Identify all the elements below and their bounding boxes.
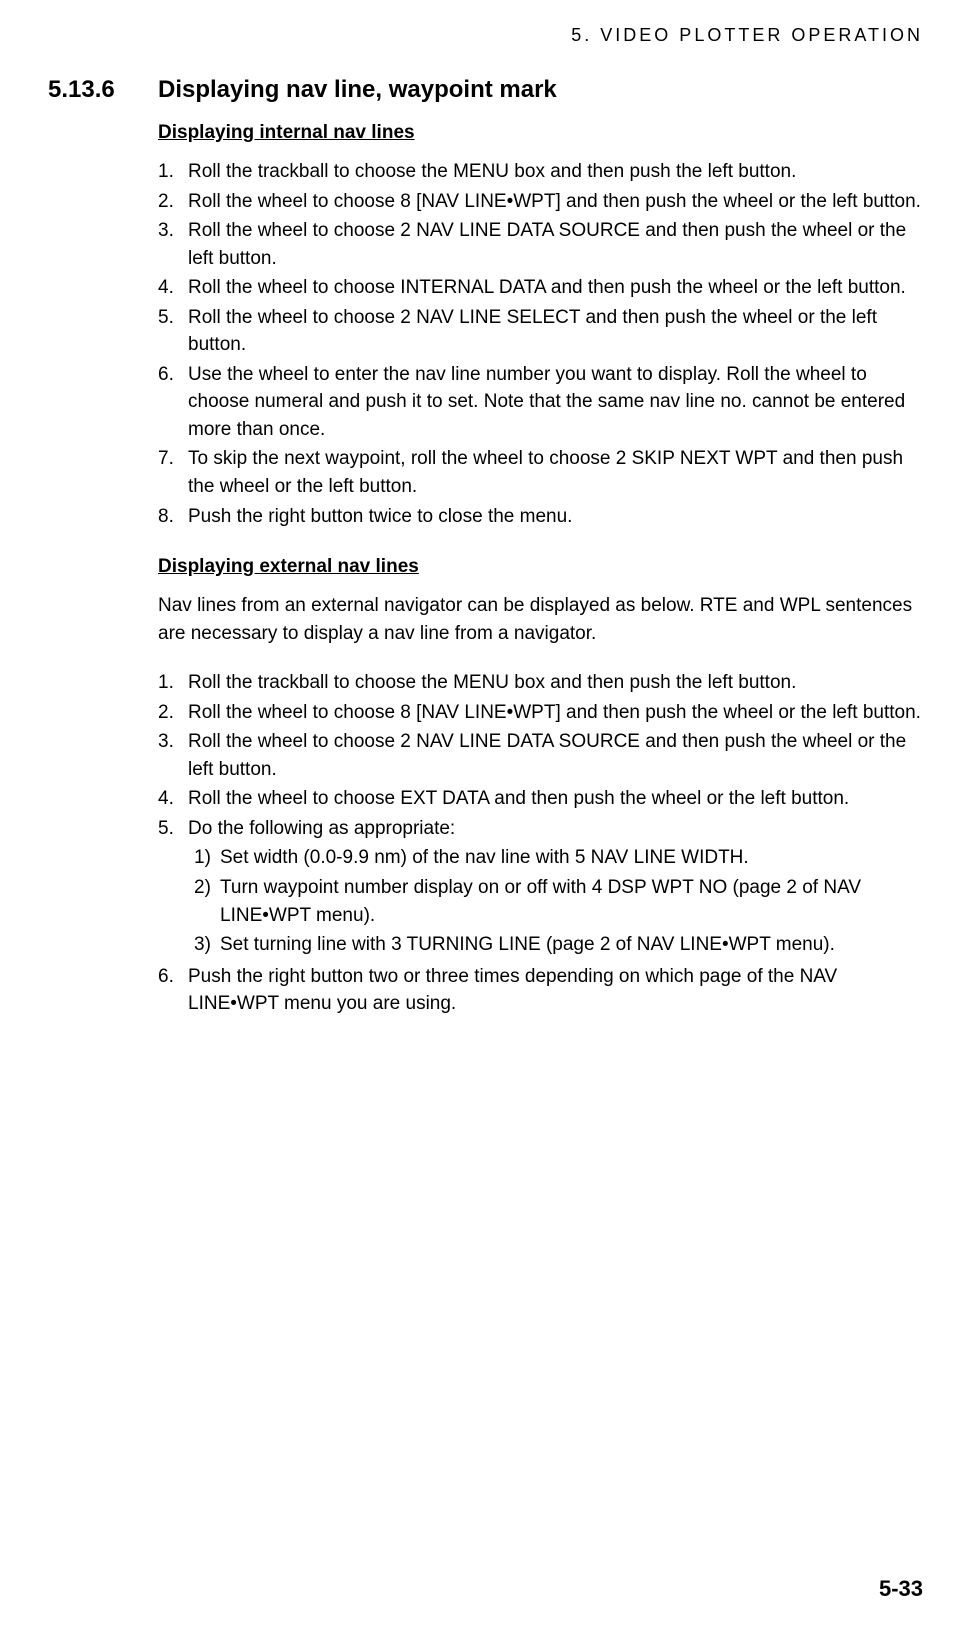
subheading-internal: Displaying internal nav lines bbox=[158, 122, 923, 144]
running-header: 5. VIDEO PLOTTER OPERATION bbox=[48, 25, 923, 46]
step-text: Roll the wheel to choose EXT DATA and th… bbox=[188, 785, 923, 813]
list-item: 4.Roll the wheel to choose INTERNAL DATA… bbox=[158, 274, 923, 302]
sub-list-item: 2)Turn waypoint number display on or off… bbox=[194, 874, 923, 929]
step-number: 4. bbox=[158, 274, 188, 302]
step-number: 5. bbox=[158, 304, 188, 359]
substep-text: Set turning line with 3 TURNING LINE (pa… bbox=[220, 931, 923, 959]
section-title: Displaying nav line, waypoint mark bbox=[158, 76, 557, 104]
section-number: 5.13.6 bbox=[48, 76, 158, 104]
substep-list: 1)Set width (0.0-9.9 nm) of the nav line… bbox=[194, 844, 923, 958]
list-item: 8.Push the right button twice to close t… bbox=[158, 503, 923, 531]
step-text: Push the right button two or three times… bbox=[188, 963, 923, 1018]
substep-text: Set width (0.0-9.9 nm) of the nav line w… bbox=[220, 844, 923, 872]
step-number: 6. bbox=[158, 963, 188, 1018]
step-number: 1. bbox=[158, 158, 188, 186]
list-item: 6.Push the right button two or three tim… bbox=[158, 963, 923, 1018]
step-number: 2. bbox=[158, 188, 188, 216]
step-text: Roll the wheel to choose INTERNAL DATA a… bbox=[188, 274, 923, 302]
substep-number: 2) bbox=[194, 874, 220, 929]
sub-list-item: 3)Set turning line with 3 TURNING LINE (… bbox=[194, 931, 923, 959]
page-number: 5-33 bbox=[879, 1576, 923, 1602]
step-number: 5. bbox=[158, 815, 188, 961]
substep-text: Turn waypoint number display on or off w… bbox=[220, 874, 923, 929]
step-number: 3. bbox=[158, 728, 188, 783]
step-text: Push the right button twice to close the… bbox=[188, 503, 923, 531]
list-item: 5. Do the following as appropriate: 1)Se… bbox=[158, 815, 923, 961]
step-number: 7. bbox=[158, 445, 188, 500]
step-number: 3. bbox=[158, 217, 188, 272]
list-item: 2.Roll the wheel to choose 8 [NAV LINE•W… bbox=[158, 699, 923, 727]
intro-paragraph: Nav lines from an external navigator can… bbox=[158, 592, 923, 647]
step-text: Roll the wheel to choose 8 [NAV LINE•WPT… bbox=[188, 188, 923, 216]
step-number: 2. bbox=[158, 699, 188, 727]
sub-list-item: 1)Set width (0.0-9.9 nm) of the nav line… bbox=[194, 844, 923, 872]
external-steps-list: 1.Roll the trackball to choose the MENU … bbox=[158, 669, 923, 1018]
list-item: 4.Roll the wheel to choose EXT DATA and … bbox=[158, 785, 923, 813]
step-text: Roll the wheel to choose 8 [NAV LINE•WPT… bbox=[188, 699, 923, 727]
step-text: Use the wheel to enter the nav line numb… bbox=[188, 361, 923, 444]
page: 5. VIDEO PLOTTER OPERATION 5.13.6 Displa… bbox=[0, 0, 971, 1632]
step-text: Roll the trackball to choose the MENU bo… bbox=[188, 158, 923, 186]
step-number: 6. bbox=[158, 361, 188, 444]
step-text-inner: Do the following as appropriate: bbox=[188, 818, 455, 839]
step-text: Do the following as appropriate: 1)Set w… bbox=[188, 815, 923, 961]
step-number: 4. bbox=[158, 785, 188, 813]
step-text: Roll the wheel to choose 2 NAV LINE SELE… bbox=[188, 304, 923, 359]
list-item: 7.To skip the next waypoint, roll the wh… bbox=[158, 445, 923, 500]
list-item: 3.Roll the wheel to choose 2 NAV LINE DA… bbox=[158, 728, 923, 783]
list-item: 3.Roll the wheel to choose 2 NAV LINE DA… bbox=[158, 217, 923, 272]
list-item: 6.Use the wheel to enter the nav line nu… bbox=[158, 361, 923, 444]
step-number: 1. bbox=[158, 669, 188, 697]
subheading-external: Displaying external nav lines bbox=[158, 556, 923, 578]
step-text: Roll the wheel to choose 2 NAV LINE DATA… bbox=[188, 217, 923, 272]
step-text: To skip the next waypoint, roll the whee… bbox=[188, 445, 923, 500]
substep-number: 3) bbox=[194, 931, 220, 959]
substep-number: 1) bbox=[194, 844, 220, 872]
internal-steps-list: 1.Roll the trackball to choose the MENU … bbox=[158, 158, 923, 530]
step-text: Roll the trackball to choose the MENU bo… bbox=[188, 669, 923, 697]
list-item: 1.Roll the trackball to choose the MENU … bbox=[158, 158, 923, 186]
list-item: 5.Roll the wheel to choose 2 NAV LINE SE… bbox=[158, 304, 923, 359]
section-heading: 5.13.6 Displaying nav line, waypoint mar… bbox=[48, 76, 923, 104]
list-item: 2.Roll the wheel to choose 8 [NAV LINE•W… bbox=[158, 188, 923, 216]
step-number: 8. bbox=[158, 503, 188, 531]
list-item: 1.Roll the trackball to choose the MENU … bbox=[158, 669, 923, 697]
content-block: Displaying internal nav lines 1.Roll the… bbox=[158, 122, 923, 1018]
step-text: Roll the wheel to choose 2 NAV LINE DATA… bbox=[188, 728, 923, 783]
